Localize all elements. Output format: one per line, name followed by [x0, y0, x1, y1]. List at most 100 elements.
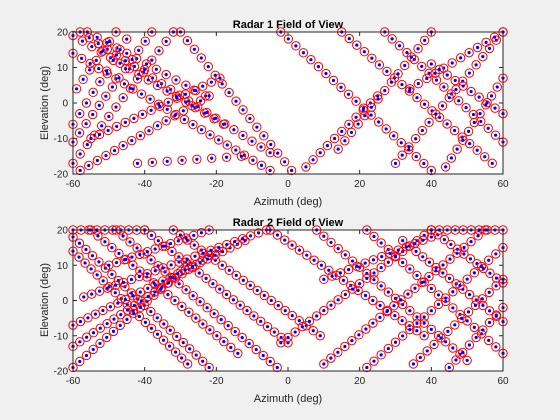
truth-dot-marker [145, 250, 150, 254]
truth-dot-marker [420, 280, 424, 285]
truth-dot-marker [78, 340, 82, 344]
detection-circle-marker [452, 248, 462, 258]
truth-dot-marker [386, 260, 390, 264]
detection-circle-marker [437, 101, 448, 111]
truth-dot-marker [181, 341, 185, 345]
detection-circle-marker [426, 324, 437, 335]
truth-dot-marker [211, 282, 215, 286]
truth-dot-marker [429, 235, 433, 239]
truth-dot-marker [196, 105, 200, 109]
detection-circle-marker [98, 46, 108, 56]
truth-dot-marker [138, 305, 143, 309]
detection-circle-marker [448, 287, 458, 297]
detection-circle-marker [405, 324, 415, 335]
x-tick-label: -20 [209, 376, 224, 387]
truth-dot-marker [261, 353, 265, 358]
truth-dot-marker [84, 353, 89, 358]
truth-dot-marker [400, 153, 404, 157]
detection-circle-marker [158, 276, 168, 286]
truth-dot-marker [117, 251, 121, 256]
truth-dot-marker [487, 290, 491, 294]
truth-dot-marker [224, 292, 229, 297]
truth-dot-marker [205, 306, 209, 310]
truth-dot-marker [255, 125, 259, 129]
detection-circle-marker [178, 337, 188, 348]
truth-dot-marker [204, 276, 208, 280]
truth-dot-marker [161, 338, 166, 342]
truth-dot-marker [131, 294, 135, 298]
chart-title-radar-2: Radar 2 Field of View [233, 217, 344, 229]
truth-dot-marker [400, 319, 404, 323]
detection-circle-marker [410, 283, 420, 293]
truth-dot-marker [350, 287, 355, 291]
truth-dot-marker [371, 258, 376, 262]
truth-dot-marker [111, 58, 115, 63]
y-tick-label: 20 [57, 28, 69, 39]
detection-circle-marker [273, 300, 283, 311]
truth-dot-marker [436, 293, 441, 297]
truth-dot-marker [173, 350, 178, 354]
truth-dot-marker [449, 156, 453, 160]
detection-circle-marker [283, 332, 293, 343]
detection-circle-marker [81, 332, 92, 342]
truth-dot-marker [212, 312, 216, 316]
detection-circle-marker [238, 130, 248, 141]
truth-dot-marker [87, 163, 91, 168]
detection-circle-marker [471, 332, 481, 343]
detection-circle-marker [122, 34, 132, 44]
truth-dot-marker [191, 123, 195, 127]
truth-dot-marker [146, 286, 150, 290]
detection-circle-marker [83, 313, 93, 323]
truth-dot-marker [354, 115, 358, 119]
detection-circle-marker [431, 75, 442, 85]
detection-circle-marker [272, 362, 282, 373]
detection-circle-marker [354, 330, 364, 340]
truth-dot-marker [305, 253, 309, 257]
truth-dot-marker [240, 335, 244, 340]
detection-circle-marker [134, 311, 145, 322]
truth-dot-marker [234, 99, 238, 103]
truth-dot-marker [128, 240, 132, 244]
detection-circle-marker [287, 240, 297, 250]
truth-dot-marker [150, 58, 154, 62]
detection-circle-marker [240, 235, 250, 246]
truth-dot-marker [453, 78, 457, 83]
detection-circle-marker [87, 41, 97, 52]
detection-circle-marker [92, 155, 103, 166]
truth-dot-marker [372, 271, 376, 275]
detection-circle-marker [386, 77, 397, 87]
detection-circle-marker [487, 158, 497, 169]
detection-circle-marker [215, 73, 225, 83]
truth-dot-marker [343, 139, 347, 143]
detection-circle-marker [455, 53, 466, 63]
detection-circle-marker [368, 295, 378, 306]
detection-circle-marker [486, 91, 497, 101]
detection-circle-marker [222, 140, 232, 150]
truth-dot-marker [174, 78, 178, 82]
truth-dot-marker [168, 328, 172, 332]
truth-dot-marker [472, 325, 476, 330]
detection-circle-marker [129, 113, 139, 124]
truth-dot-marker [114, 105, 118, 109]
truth-dot-marker [415, 96, 419, 100]
truth-dot-marker [467, 51, 471, 55]
truth-dot-marker [238, 303, 242, 307]
detection-circle-marker [390, 252, 401, 262]
truth-dot-marker [336, 147, 340, 151]
detection-circle-marker [347, 284, 358, 294]
detection-circle-marker [360, 110, 370, 121]
truth-dot-marker [283, 308, 287, 313]
truth-dot-marker [103, 240, 107, 244]
detection-circle-marker [478, 300, 488, 311]
detection-circle-marker [491, 249, 501, 259]
truth-dot-marker [468, 257, 473, 261]
detection-circle-marker [424, 257, 435, 267]
detection-circle-marker [146, 323, 157, 334]
truth-dot-marker [347, 122, 351, 126]
detection-circle-marker [259, 290, 269, 301]
truth-dot-marker [347, 36, 351, 41]
axes-box-radar-2 [72, 229, 504, 372]
detection-circle-marker [207, 153, 217, 163]
truth-dot-marker [114, 53, 118, 57]
truth-dot-marker [77, 241, 82, 245]
